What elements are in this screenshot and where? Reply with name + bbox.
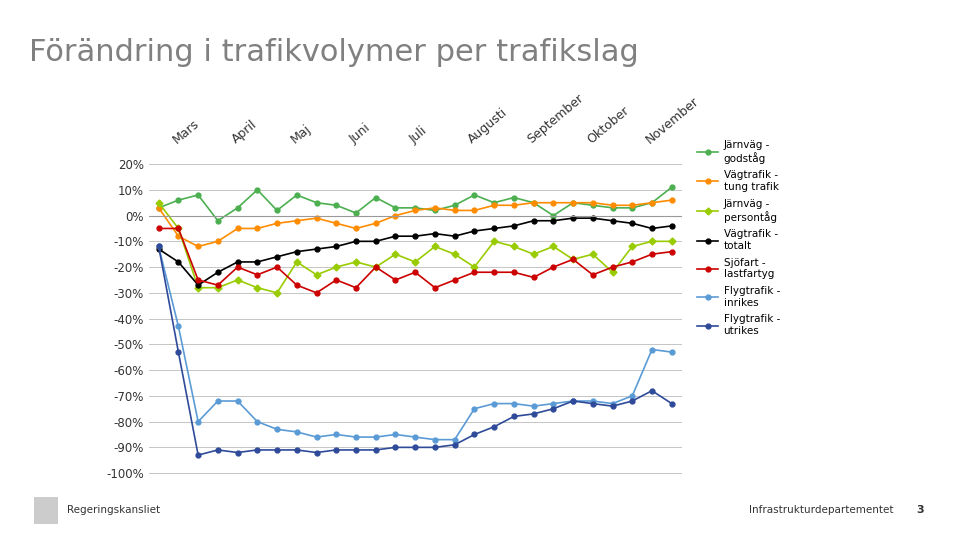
Text: Regeringskansliet: Regeringskansliet: [67, 505, 160, 515]
Text: Infrastrukturdepartementet: Infrastrukturdepartementet: [749, 505, 894, 515]
Text: Förändring i trafikvolymer per trafikslag: Förändring i trafikvolymer per trafiksla…: [29, 38, 638, 67]
Text: 3: 3: [917, 505, 924, 515]
Legend: Järnväg -
godståg, Vägtrafik -
tung trafik, Järnväg -
persontåg, Vägtrafik -
tot: Järnväg - godståg, Vägtrafik - tung traf…: [698, 140, 780, 336]
